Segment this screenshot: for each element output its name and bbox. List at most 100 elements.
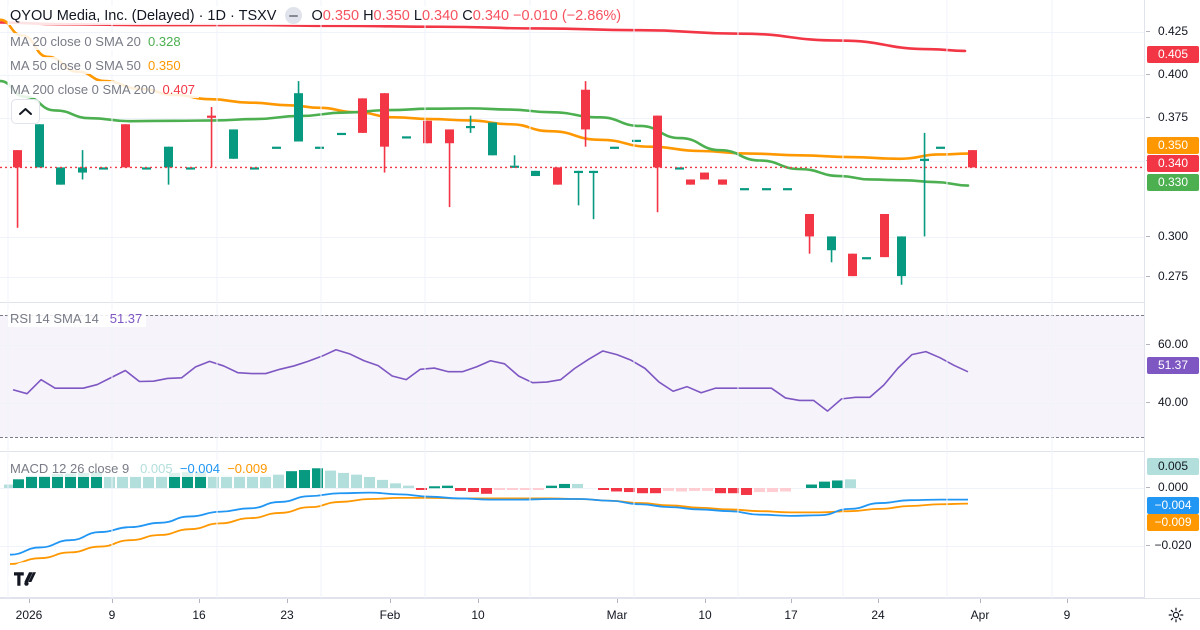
macd-axis-badge[interactable]: 0.005 (1147, 458, 1199, 475)
rsi-overbought-line (0, 315, 1144, 316)
axis-tick-label: 0.300 (1157, 229, 1189, 243)
ohlc-l-value: 0.340 (421, 8, 459, 24)
time-axis-mark (29, 599, 30, 603)
time-axis-mark (1067, 599, 1068, 603)
price-axis-badge[interactable]: 0.405 (1147, 46, 1199, 63)
gridline-horizontal (0, 75, 1144, 76)
ma20-value: 0.328 (148, 34, 181, 49)
collapse-pane-button[interactable] (11, 99, 40, 124)
tradingview-logo[interactable] (8, 562, 42, 596)
rsi-oversold-line (0, 437, 1144, 438)
ma50-value: 0.350 (148, 58, 181, 73)
time-axis-mark (478, 599, 479, 603)
time-axis-label: 9 (1063, 608, 1071, 622)
gridline-horizontal (0, 403, 1144, 404)
time-axis-mark (112, 599, 113, 603)
price-axis-badge[interactable]: 0.330 (1147, 174, 1199, 191)
time-axis-mark (878, 599, 879, 603)
axis-tick-label: 0.400 (1157, 67, 1189, 81)
axis-tick-label: 0.375 (1157, 110, 1189, 124)
rsi-series (12, 348, 969, 412)
rsi-legend[interactable]: RSI 14 SMA 14 51.37 (8, 310, 147, 327)
time-axis-label: 16 (192, 608, 206, 622)
symbol-legend[interactable]: QYOU Media, Inc. (Delayed) · 1D · TSXV O0… (8, 6, 626, 25)
time-axis-label: Feb (379, 608, 401, 622)
ohlc-change: −0.010 (−2.86%) (513, 8, 622, 24)
macd-series (4, 468, 969, 565)
time-axis-label: 9 (108, 608, 116, 622)
axis-tick-label: 60.00 (1157, 337, 1189, 351)
price-axis-badge[interactable]: 0.350 (1147, 137, 1199, 154)
price-axis-tick: 0.375 (1145, 110, 1200, 124)
axis-tick-label: −0.020 (1154, 538, 1192, 552)
macd-signal-value: −0.009 (227, 461, 268, 476)
macd-legend[interactable]: MACD 12 26 close 9 0.005 −0.004 −0.009 (8, 460, 272, 477)
ohlc-o-label: O (311, 8, 323, 24)
rsi-axis-tick: 40.00 (1145, 395, 1200, 409)
time-axis-mark (980, 599, 981, 603)
ma50-legend[interactable]: MA 50 close 0 SMA 50 0.350 (8, 57, 185, 74)
gridline-horizontal (0, 161, 1144, 162)
axis-tick-label: 0.000 (1157, 480, 1189, 494)
time-axis-label: Apr (970, 608, 990, 622)
price-axis-badge[interactable]: 0.340 (1147, 155, 1199, 172)
time-axis-mark (617, 599, 618, 603)
rsi-value: 51.37 (109, 311, 143, 326)
time-axis-mark (390, 599, 391, 603)
hidden-eye-icon[interactable] (285, 7, 303, 24)
axis-tick-label: 0.425 (1157, 24, 1189, 38)
ohlc-o-value: 0.350 (322, 8, 360, 24)
ma200-legend[interactable]: MA 200 close 0 SMA 200 0.407 (8, 81, 200, 98)
ma20-legend[interactable]: MA 20 close 0 SMA 20 0.328 (8, 33, 185, 50)
macd-axis-tick: −0.020 (1145, 538, 1200, 552)
ohlc-c-value: 0.340 (472, 8, 510, 24)
macd-label: MACD 12 26 close 9 (10, 461, 130, 476)
price-axis-tick: 0.275 (1145, 269, 1200, 283)
gridline-horizontal (0, 277, 1144, 278)
pane-divider (0, 302, 1200, 303)
pane-divider (0, 597, 1200, 598)
rsi-axis-tick: 60.00 (1145, 337, 1200, 351)
time-axis-mark (287, 599, 288, 603)
price-axis-tick: 0.425 (1145, 24, 1200, 38)
macd-axis-badge[interactable]: −0.009 (1147, 514, 1199, 531)
time-axis[interactable]: 2026 9 16 23 Feb 10 Mar 10 17 24 Apr 9 (0, 598, 1200, 630)
time-axis-label: Mar (606, 608, 628, 622)
chevron-up-icon (19, 108, 32, 115)
price-pane[interactable] (0, 0, 1144, 302)
ma200-value: 0.407 (162, 82, 196, 97)
ohlc-h-label: H (363, 8, 374, 24)
macd-axis-tick: 0.000 (1145, 480, 1200, 494)
price-axis[interactable]: 0.425 0.400 0.375 0.350 0.300 0.275 60.00 40.00… (1144, 0, 1200, 598)
price-axis-tick: 0.400 (1145, 67, 1200, 81)
axis-tick-label: 40.00 (1157, 395, 1189, 409)
time-axis-label: 2026 (15, 608, 43, 622)
symbol-title[interactable]: QYOU Media, Inc. (Delayed) · 1D · TSXV (10, 8, 277, 24)
time-axis-mark (791, 599, 792, 603)
macd-axis-badge[interactable]: −0.004 (1147, 497, 1199, 514)
macd-hist-value: 0.005 (140, 461, 173, 476)
macd-line-value: −0.004 (179, 461, 220, 476)
rsi-pane[interactable] (0, 303, 1144, 451)
gridline-horizontal (0, 345, 1144, 346)
ohlc-l-label: L (413, 8, 422, 24)
ma50-label: MA 50 close 0 SMA 50 (10, 58, 141, 73)
ma200-label: MA 200 close 0 SMA 200 (10, 82, 156, 97)
gridline-horizontal (0, 32, 1144, 33)
rsi-axis-badge[interactable]: 51.37 (1147, 357, 1199, 374)
gridline-horizontal (0, 488, 1144, 489)
time-axis-label: 24 (871, 608, 885, 622)
ohlc-h-value: 0.350 (373, 8, 410, 24)
gear-icon[interactable] (1168, 607, 1184, 623)
axis-tick-label: 0.275 (1157, 269, 1189, 283)
time-axis-label: 17 (784, 608, 798, 622)
gridline-horizontal (0, 118, 1144, 119)
rsi-band (0, 315, 1144, 437)
time-axis-label: 23 (280, 608, 294, 622)
pane-divider (0, 451, 1200, 452)
gridline-horizontal (0, 237, 1144, 238)
time-axis-label: 10 (698, 608, 712, 622)
macd-pane[interactable] (0, 452, 1144, 570)
time-axis-mark (705, 599, 706, 603)
